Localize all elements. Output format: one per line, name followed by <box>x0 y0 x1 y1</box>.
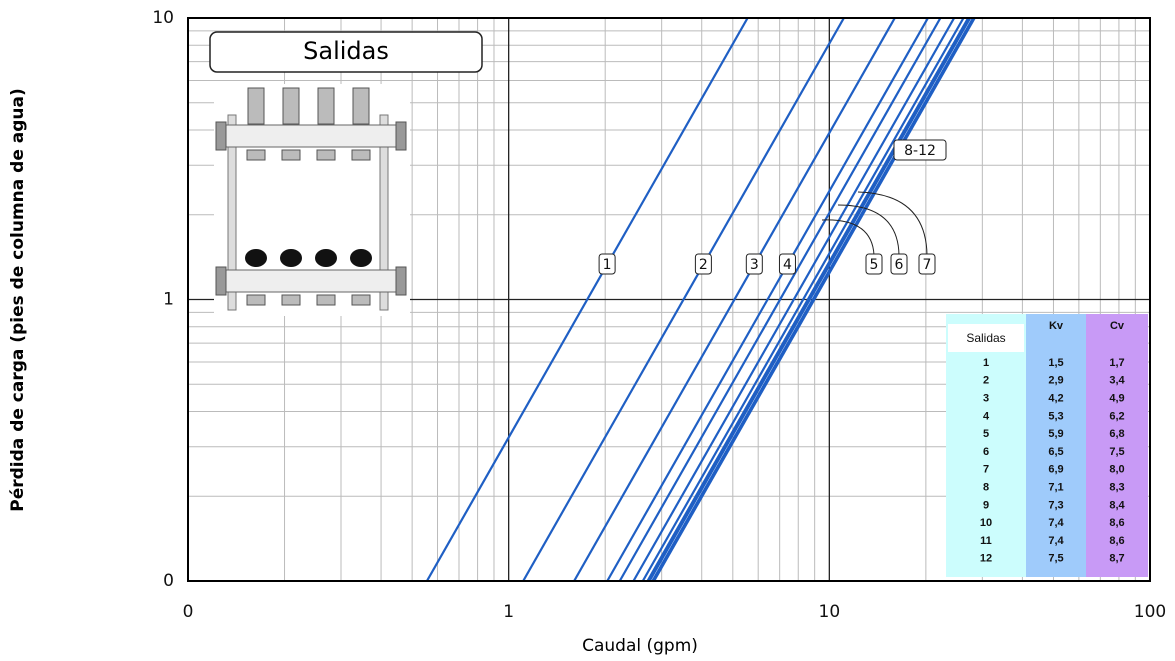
curve-label: 6 <box>895 257 904 273</box>
curve <box>632 18 956 581</box>
table-cell: 1,7 <box>1109 357 1124 369</box>
table-column <box>1086 314 1148 577</box>
table-cell: 12 <box>980 553 992 565</box>
curve-label-box <box>778 253 796 275</box>
table-column <box>1026 314 1086 577</box>
curve-label-box <box>745 253 763 275</box>
table-cell: 3,4 <box>1109 375 1125 387</box>
table-header: Salidas <box>966 331 1005 345</box>
curve <box>618 18 942 581</box>
curve-label-box <box>865 253 883 275</box>
curve-label-box <box>694 253 712 275</box>
table-header: Kv <box>1049 320 1064 332</box>
table-cell: 11 <box>980 535 992 547</box>
y-axis-label: Pérdida de carga (pies de columna de agu… <box>8 88 28 511</box>
plot-border <box>187 17 1151 582</box>
table-cell: 9 <box>983 499 989 511</box>
manifold-illustration: Salidas <box>209 31 483 316</box>
table-cell: 5,3 <box>1048 410 1063 422</box>
curve-label: 8-12 <box>904 143 936 159</box>
x-tick-label: 0 <box>183 602 194 622</box>
table-cell: 8,7 <box>1109 553 1124 565</box>
curve-label: 4 <box>783 257 792 273</box>
curve <box>648 18 972 581</box>
curve-label: 1 <box>603 257 612 273</box>
y-tick-label: 0 <box>163 571 174 591</box>
x-axis-label: Caudal (gpm) <box>582 636 698 656</box>
x-tick-label: 1 <box>503 602 514 622</box>
table-cell: 7,1 <box>1048 482 1063 494</box>
curve-label-box <box>890 253 908 275</box>
curve-label: 7 <box>923 257 932 273</box>
table-cell: 3 <box>983 393 989 405</box>
curve <box>522 18 845 581</box>
x-tick-label: 100 <box>1134 602 1166 622</box>
table-header-cell <box>948 324 1024 352</box>
table-cell: 6,2 <box>1109 410 1124 422</box>
x-tick-label: 10 <box>819 602 841 622</box>
curve <box>646 18 970 581</box>
table-cell: 10 <box>980 517 992 529</box>
curve <box>653 18 976 581</box>
table-cell: 1,5 <box>1048 357 1063 369</box>
table-cell: 7,3 <box>1048 499 1063 511</box>
curve-label-box <box>893 139 947 161</box>
table-cell: 7,5 <box>1048 553 1063 565</box>
table-cell: 1 <box>983 357 989 369</box>
table-cell: 2,9 <box>1048 375 1063 387</box>
table-cell: 7,4 <box>1048 535 1064 547</box>
curve-label-box <box>918 253 936 275</box>
table-cell: 7,5 <box>1109 446 1124 458</box>
table-cell: 4,9 <box>1109 393 1124 405</box>
table-cell: 4 <box>983 410 990 422</box>
callout-arcs <box>821 191 928 256</box>
y-tick-label: 10 <box>152 8 174 28</box>
curve-label: 2 <box>699 257 708 273</box>
table-header: Cv <box>1110 320 1125 332</box>
table-cell: 6 <box>983 446 989 458</box>
curve-label-box <box>598 253 616 275</box>
table-cell: 7,4 <box>1048 517 1064 529</box>
table-cell: 6,9 <box>1048 464 1063 476</box>
table-cell: 6,5 <box>1048 446 1063 458</box>
table-cell: 2 <box>983 375 989 387</box>
table-cell: 8,6 <box>1109 535 1124 547</box>
table-cell: 8,6 <box>1109 517 1124 529</box>
inset-title: Salidas <box>303 37 389 65</box>
table-cell: 8 <box>983 482 989 494</box>
table-cell: 5 <box>983 428 989 440</box>
curve <box>651 18 975 581</box>
table-cell: 8,4 <box>1109 499 1125 511</box>
curve <box>573 18 896 581</box>
curve <box>641 18 965 581</box>
table-cell: 8,0 <box>1109 464 1124 476</box>
curve <box>606 18 929 581</box>
curve-label: 5 <box>870 257 879 273</box>
table-cell: 7 <box>983 464 989 476</box>
table-cell: 4,2 <box>1048 393 1063 405</box>
curve <box>425 18 749 581</box>
table-cell: 8,3 <box>1109 482 1124 494</box>
curve-label: 3 <box>750 257 759 273</box>
table-column <box>946 314 1026 577</box>
table-cell: 5,9 <box>1048 428 1063 440</box>
y-tick-label: 1 <box>163 290 174 310</box>
table-cell: 6,8 <box>1109 428 1124 440</box>
